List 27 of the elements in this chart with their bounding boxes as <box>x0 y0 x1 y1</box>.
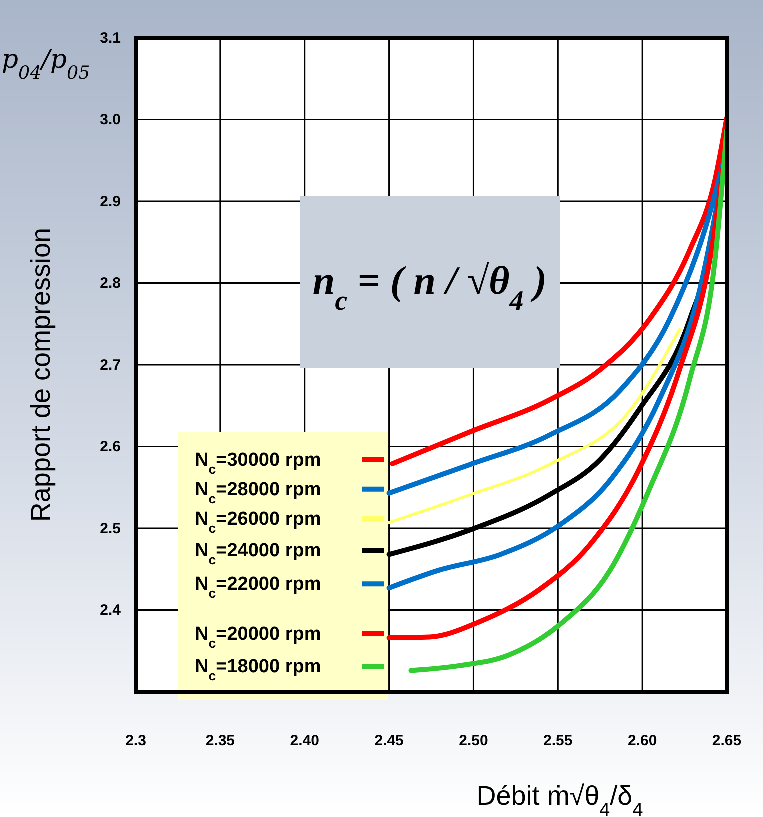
x-tick-label: 2.50 <box>459 732 488 750</box>
legend-label: N$_{c}$=20000 rpm <box>195 624 322 651</box>
y-tick-label: 2.6 <box>100 438 121 456</box>
x-tick-label: 2.60 <box>628 732 658 750</box>
y-axis-title: Rapport de compression <box>26 228 56 522</box>
legend-label: N$_{c}$=26000 rpm <box>195 508 322 536</box>
y-tick-label: 3.1 <box>100 30 121 47</box>
y-tick-label: 2.5 <box>100 520 121 538</box>
annotation: n$_{c}$ = ( n / √θ$_{4}$ ) <box>312 258 548 316</box>
y-tick-label: 2.4 <box>100 602 122 620</box>
legend-label: N$_{c}$=22000 rpm <box>195 574 322 601</box>
y-tick-label: 2.9 <box>100 193 121 210</box>
legend-label: N$_{c}$=24000 rpm <box>195 540 322 568</box>
x-tick-label: 2.55 <box>544 732 573 750</box>
legend-label: N$_{c}$=30000 rpm <box>195 450 322 476</box>
x-tick-label: 2.3 <box>126 732 146 750</box>
legend-label: N$_{c}$=28000 rpm <box>195 479 322 506</box>
x-axis-title: Débit ṁ√θ$_{4}$/δ$_{4}$ <box>476 781 644 817</box>
y-tick-label: 2.8 <box>100 275 121 292</box>
legend-label: N$_{c}$=18000 rpm <box>195 656 322 684</box>
x-tick-label: 2.40 <box>290 732 320 750</box>
x-tick-label: 2.45 <box>374 732 404 750</box>
text: p$_{04}$/p$_{05}$ <box>2 45 90 84</box>
y-tick-label: 2.7 <box>100 356 121 374</box>
x-tick-label: 2.35 <box>206 732 236 750</box>
y-tick-label: 3.0 <box>100 112 121 129</box>
x-tick-label: 2.65 <box>712 732 742 750</box>
